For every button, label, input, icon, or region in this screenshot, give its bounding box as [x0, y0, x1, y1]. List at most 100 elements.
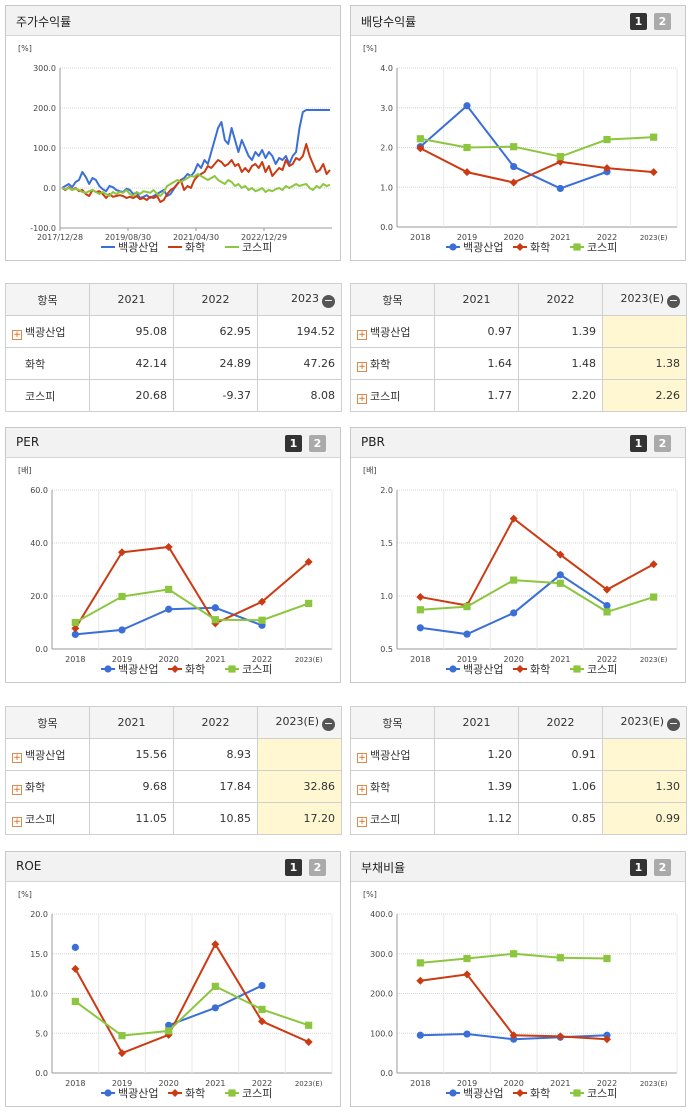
- expand-icon[interactable]: +: [12, 816, 22, 827]
- cell: 9.68: [89, 770, 174, 803]
- expand-icon[interactable]: +: [12, 752, 22, 763]
- expand-icon[interactable]: +: [357, 393, 367, 404]
- data-point: [449, 243, 457, 251]
- series-line: [420, 573, 608, 636]
- expand-icon[interactable]: +: [357, 784, 367, 795]
- data-point: [556, 579, 564, 587]
- page-2-button[interactable]: 2: [654, 13, 671, 30]
- legend-label: 코스피: [242, 1087, 272, 1100]
- data-point: [118, 592, 126, 601]
- collapse-icon[interactable]: −: [322, 293, 335, 308]
- data-point: [211, 1004, 219, 1012]
- dividend-panel: 배당수익률 1 2 [%] 4.0 3.0 2.0 1.0 0.0 2018 2019 2020…: [350, 5, 686, 261]
- y-tick-label: 1.0: [380, 592, 393, 601]
- series-line: [61, 109, 330, 199]
- legend-label: 화학: [185, 241, 205, 254]
- data-point: [304, 1037, 313, 1046]
- series-line: [74, 942, 310, 1055]
- expand-icon[interactable]: +: [357, 816, 367, 827]
- col-header-label: 2023(E): [620, 714, 664, 728]
- cell: 0.97: [434, 315, 519, 348]
- data-point: [258, 1017, 266, 1026]
- table-row: + 코스피 1.12 0.85 0.99: [350, 802, 687, 835]
- page-2-button[interactable]: 2: [309, 435, 326, 452]
- data-point: [228, 1089, 236, 1097]
- stock-return-header: 주가수익률: [6, 6, 340, 36]
- data-point: [118, 1049, 126, 1058]
- data-point: [509, 514, 518, 523]
- cell: 8.93: [173, 738, 258, 771]
- data-point: [556, 571, 564, 579]
- y-tick-label: 400.0: [370, 910, 393, 919]
- series-line: [420, 973, 608, 1041]
- y-tick-label: 200.0: [370, 990, 393, 999]
- expand-icon[interactable]: +: [12, 784, 22, 795]
- data-point: [416, 976, 425, 985]
- series-line: [61, 143, 331, 203]
- y-tick-label: 20.0: [30, 592, 48, 601]
- col-header: 항목: [350, 283, 435, 316]
- data-point: [305, 1021, 313, 1029]
- data-point: [211, 982, 219, 990]
- data-point: [164, 1030, 173, 1039]
- data-point: [556, 1032, 565, 1041]
- axis-unit-label: [%]: [18, 44, 32, 53]
- expand-icon[interactable]: +: [357, 752, 367, 763]
- page-1-button[interactable]: 1: [285, 859, 302, 876]
- data-point: [258, 1005, 266, 1013]
- x-tick-label: 2021: [550, 1079, 570, 1088]
- data-point: [463, 603, 471, 611]
- pbr-chart: [배] 2.0 1.5 1.0 0.5 2018 2019 2020 2021 2022 2023(…: [363, 466, 678, 676]
- debt-title: 부채비율: [361, 861, 406, 875]
- y-tick-label: 300.0: [370, 950, 393, 959]
- cell: 1.77: [434, 379, 519, 412]
- legend-label: 화학: [530, 241, 550, 254]
- page-1-button[interactable]: 1: [630, 13, 647, 30]
- row-label: + 화학: [350, 770, 435, 803]
- data-point: [463, 168, 471, 177]
- x-tick-label: 2018: [410, 1079, 430, 1088]
- y-tick-label: 40.0: [30, 539, 48, 548]
- row-name: 백광산업: [370, 748, 411, 762]
- per-chart: [배] 60.0 40.0 20.0 0.0 2018 2019 2020 2021 2022 20…: [18, 466, 333, 676]
- col-header: 2021: [434, 283, 519, 316]
- row-label: 코스피: [5, 379, 90, 412]
- x-tick-label: 2020: [158, 1079, 178, 1088]
- collapse-icon[interactable]: −: [322, 716, 335, 731]
- axis-unit-label: [배]: [18, 466, 32, 475]
- col-header: 항목: [350, 706, 435, 739]
- debt-header: 부채비율 1 2: [351, 852, 685, 882]
- page-2-button[interactable]: 2: [654, 859, 671, 876]
- expand-icon[interactable]: +: [357, 361, 367, 372]
- collapse-icon[interactable]: −: [667, 716, 680, 731]
- col-header-label: 2023(E): [275, 714, 319, 728]
- page-1-button[interactable]: 1: [630, 859, 647, 876]
- data-point: [71, 618, 79, 627]
- expand-icon[interactable]: +: [12, 329, 22, 340]
- pbr-header: PBR 1 2: [351, 428, 685, 458]
- cell: 11.05: [89, 802, 174, 835]
- collapse-icon[interactable]: −: [667, 293, 680, 308]
- x-tick-label: 2018: [410, 233, 430, 242]
- data-point: [449, 665, 457, 673]
- data-point: [211, 616, 219, 624]
- x-tick-label: 2019: [112, 655, 132, 664]
- expand-icon[interactable]: +: [357, 329, 367, 340]
- series-line: [420, 136, 654, 158]
- cell: 17.84: [173, 770, 258, 803]
- x-tick-label: 2020: [503, 655, 523, 664]
- col-header-2023: 2023−: [257, 283, 342, 316]
- row-name: 화학: [25, 780, 46, 794]
- page-2-button[interactable]: 2: [654, 435, 671, 452]
- cell: -9.37: [173, 379, 258, 412]
- col-header: 2021: [89, 706, 174, 739]
- data-point: [211, 940, 220, 949]
- col-header: 2021: [89, 283, 174, 316]
- page-1-button[interactable]: 1: [285, 435, 302, 452]
- data-point: [416, 144, 425, 153]
- cell: 2.20: [518, 379, 603, 412]
- cell: 17.20: [257, 802, 342, 835]
- x-tick-label: 2021/04/30: [173, 233, 219, 242]
- page-2-button[interactable]: 2: [309, 859, 326, 876]
- page-1-button[interactable]: 1: [630, 435, 647, 452]
